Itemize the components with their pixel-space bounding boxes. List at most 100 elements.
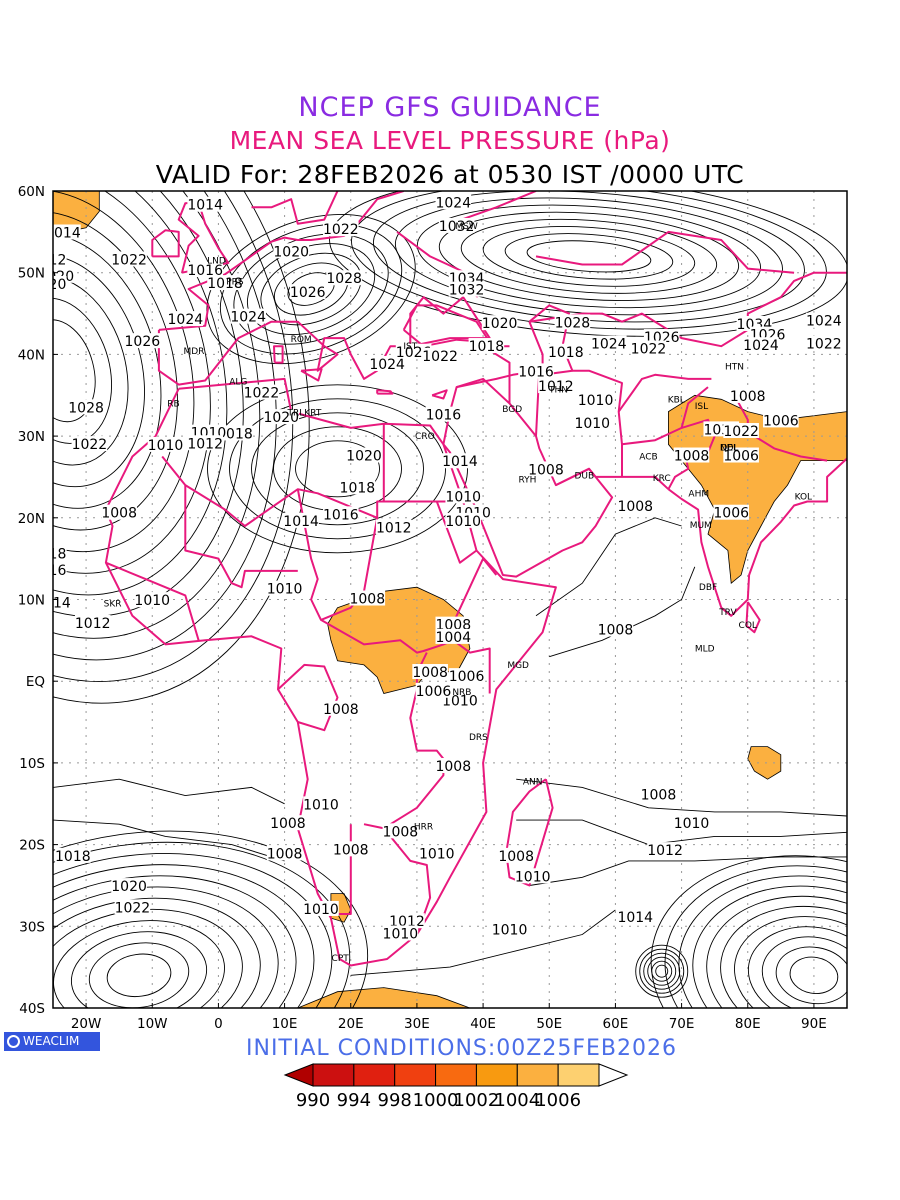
isobar-label-bg: [207, 275, 243, 291]
isobar: [106, 953, 172, 998]
isobar-label-bg: [273, 243, 309, 259]
isobar-label-bg: [425, 406, 462, 422]
isobar-label-bg: [53, 561, 67, 577]
station-label: CPT: [332, 954, 350, 964]
isobar-label: 1006: [416, 684, 452, 700]
isobar-label-bg: [382, 823, 419, 839]
isobar-label-bg: [591, 335, 627, 351]
station-label: MLD: [695, 645, 715, 655]
isobar-label-bg: [323, 700, 359, 716]
isobar: [53, 864, 315, 1008]
station-label: HRR: [414, 823, 433, 833]
colorbar-segment: [435, 1063, 477, 1087]
isobar-label-bg: [369, 356, 405, 372]
isobar-label-bg: [617, 909, 654, 925]
isobar-label-bg: [187, 435, 223, 451]
isobar-label-bg: [187, 262, 223, 278]
isobar-label-bg: [435, 616, 472, 632]
isobar-label: 1026: [125, 334, 161, 350]
isobar-label-bg: [498, 847, 534, 863]
lon-tick-label: 0: [214, 1016, 223, 1032]
isobar: [504, 233, 674, 280]
coastline-boundary: [402, 304, 491, 348]
isobar-label: 1010: [445, 514, 481, 530]
isobar: [655, 964, 669, 978]
lon-tick-label: 10E: [272, 1016, 298, 1032]
station-label: ROM: [291, 335, 312, 345]
isobar: [720, 905, 847, 1008]
isobar: [664, 865, 847, 1008]
isobar-label-bg: [554, 314, 591, 330]
lat-tick-label: 20S: [19, 838, 45, 854]
isobar-label: 1006: [763, 413, 799, 429]
isobar-label-bg: [422, 347, 458, 363]
isobar-label: 1010: [578, 393, 614, 409]
isobar: [53, 841, 351, 1008]
isobar-label: 1022: [631, 341, 667, 357]
lon-tick-label: 20W: [71, 1016, 102, 1032]
isobar-label-bg: [101, 504, 137, 520]
isobar-label-bg: [74, 615, 111, 631]
isobar-label-bg: [491, 921, 528, 937]
map-title: NCEP GFS GUIDANCE: [298, 92, 602, 123]
isobar-label: 1008: [270, 816, 306, 832]
isobar-label-bg: [713, 504, 750, 520]
isobar-label: 1006: [723, 449, 759, 465]
valid-time: VALID For: 28FEB2026 at 0530 IST /0000 U…: [155, 160, 745, 189]
isobar-label-bg: [323, 221, 359, 237]
isobar-label: 1022: [723, 424, 759, 440]
isobar: [53, 191, 294, 682]
isobar-label-bg: [349, 590, 386, 606]
isobar-label-bg: [673, 815, 710, 831]
isobar-label: 1014: [45, 225, 81, 241]
lat-tick-label: 50N: [18, 266, 45, 282]
coastline-boundary: [177, 201, 230, 274]
isobar-label-bg: [289, 284, 326, 300]
isobar-label: 1012: [187, 436, 223, 452]
coastline-boundary: [151, 229, 180, 258]
isobar-label: 1028: [555, 315, 591, 331]
isobar-label-bg: [53, 545, 67, 561]
station-label: TRV: [718, 608, 737, 618]
isobar-label: 1026: [290, 285, 326, 301]
colorbar-low-arrow: [283, 1063, 314, 1087]
colorbar-label: 1004: [494, 1090, 540, 1111]
isobar: [516, 819, 847, 846]
isobar-label-bg: [418, 845, 455, 861]
lat-tick-label: EQ: [26, 674, 45, 690]
isobar-label-bg: [346, 447, 382, 463]
isobar: [229, 398, 446, 540]
isobar-label-bg: [806, 335, 842, 351]
station-label: HTN: [725, 363, 744, 373]
logo-text: WEACLIM: [23, 1034, 80, 1048]
coastline-boundary: [733, 394, 828, 462]
colorbar-label: 1006: [535, 1090, 581, 1111]
isobar-label-bg: [68, 399, 104, 415]
colorbar-label: 990: [296, 1090, 330, 1111]
coastline-boundary: [383, 749, 445, 830]
station-label: AHM: [688, 489, 709, 499]
colorbar-high-arrow: [598, 1063, 629, 1087]
coastline-boundary: [363, 823, 432, 935]
isobar-label: 018: [40, 547, 67, 563]
lon-tick-label: 10W: [137, 1016, 168, 1032]
isobar-label: 1020: [346, 449, 382, 465]
isobar-label: 1012: [75, 616, 111, 632]
isobar-label: 1010: [383, 926, 419, 942]
isobar-label-bg: [514, 868, 551, 884]
isobar-label: 1018: [469, 339, 505, 355]
coastline-boundary: [296, 489, 491, 694]
isobar-label: 1022: [422, 349, 458, 365]
isobar-label-bg: [647, 842, 683, 858]
isobar-label: 1008: [598, 623, 634, 639]
station-label: DBF: [699, 583, 717, 593]
isobar-label-bg: [332, 841, 369, 857]
isobar: [53, 191, 211, 574]
isobar-label-bg: [518, 363, 554, 379]
isobar-label: 1022: [244, 386, 280, 402]
isobar-label: 1012: [538, 379, 574, 395]
isobar: [53, 191, 244, 618]
lat-tick-label: 20N: [18, 511, 45, 527]
isobar: [53, 191, 310, 704]
isobar: [53, 920, 225, 1008]
